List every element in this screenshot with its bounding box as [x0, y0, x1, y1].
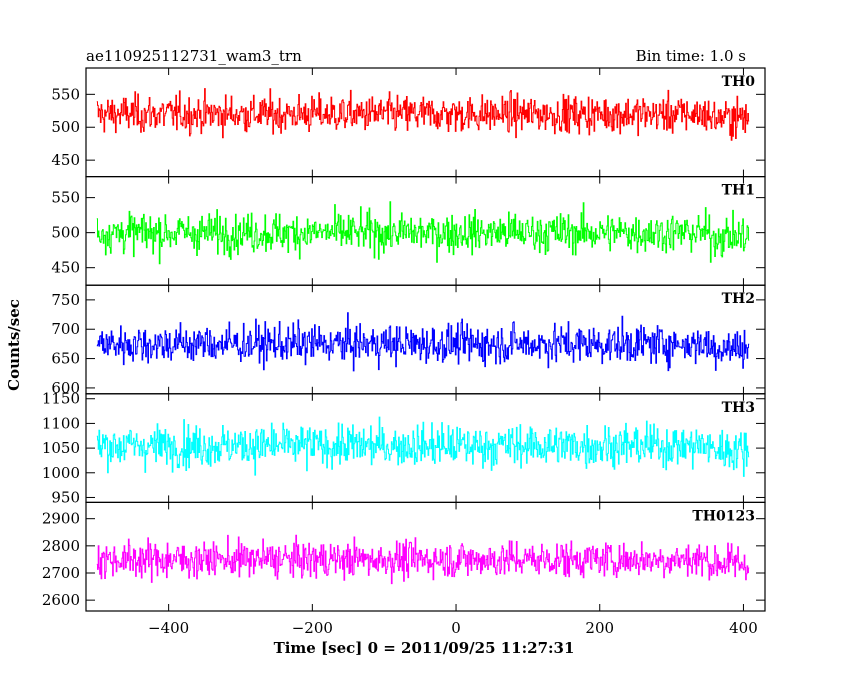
y-axis-label: Counts/sec: [5, 299, 23, 391]
x-tick-label: 200: [585, 619, 614, 637]
y-tick-label: 1100: [42, 414, 80, 432]
panel-label-th1: TH1: [722, 183, 755, 199]
y-tick-label: 1000: [42, 464, 80, 482]
series-line-th3: [96, 416, 750, 477]
y-tick-label: 2700: [42, 564, 80, 582]
y-tick-label: 2800: [42, 537, 80, 555]
panel-label-th0123: TH0123: [692, 508, 755, 524]
series-line-th1: [96, 201, 750, 265]
panel-label-th2: TH2: [722, 291, 755, 307]
x-tick-label: −200: [292, 619, 333, 637]
y-tick-label: 1150: [42, 390, 80, 408]
y-tick-label: 1050: [42, 439, 80, 457]
y-tick-label: 550: [51, 85, 80, 103]
x-tick-label: 0: [451, 619, 461, 637]
chart-title-left: ae110925112731_wam3_trn: [86, 47, 302, 65]
y-tick-label: 500: [51, 224, 80, 242]
series-line-th2: [96, 312, 750, 372]
panel-group: 450 500 550 TH0 450 500 550 TH1 600 650 700 750 TH2 9…: [42, 67, 766, 637]
y-tick-label: 700: [51, 320, 80, 338]
panel-frame-th1: [85, 176, 766, 286]
y-tick-label: 600: [51, 379, 80, 397]
y-tick-label: 950: [51, 488, 80, 506]
series-line-th0: [96, 88, 750, 141]
y-tick-label: 550: [51, 189, 80, 207]
panel-label-th3: TH3: [722, 400, 755, 416]
y-tick-label: 2900: [42, 510, 80, 528]
y-tick-label: 500: [51, 118, 80, 136]
chart-title-right: Bin time: 1.0 s: [636, 47, 746, 65]
series-line-th0123: [96, 534, 750, 585]
y-tick-label: 450: [51, 151, 80, 169]
x-axis-label: Time [sec] 0 = 2011/09/25 11:27:31: [274, 639, 575, 657]
panel-label-th0: TH0: [722, 74, 756, 90]
y-tick-label: 650: [51, 350, 80, 368]
y-tick-label: 450: [51, 259, 80, 277]
panel-frame-th0123: [85, 501, 766, 612]
x-tick-label: 400: [729, 619, 758, 637]
x-tick-label: −400: [148, 619, 189, 637]
y-tick-label: 2600: [42, 591, 80, 609]
y-tick-label: 750: [51, 291, 80, 309]
